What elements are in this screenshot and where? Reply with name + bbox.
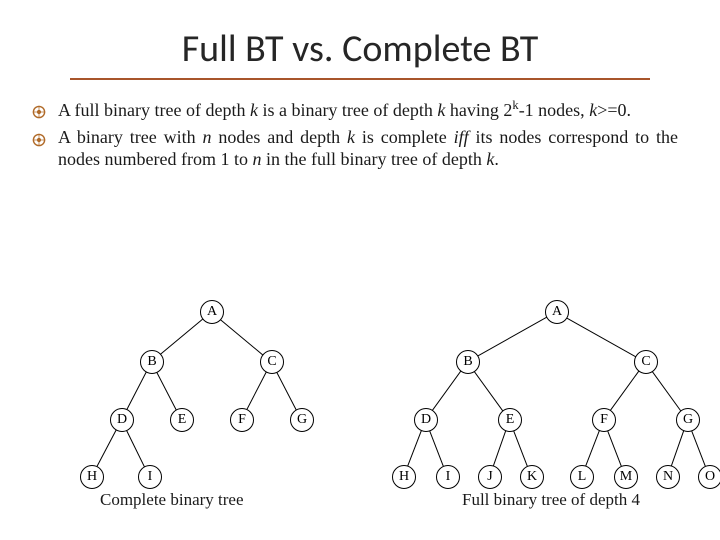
- bullet-text: A binary tree with n nodes and depth k i…: [58, 127, 678, 170]
- tree-caption: Complete binary tree: [100, 490, 244, 510]
- trees-area: ABCDEFGHIABCDEFGHIJKLMNOComplete binary …: [0, 300, 720, 540]
- tree-node: B: [456, 350, 480, 374]
- tree-node: D: [414, 408, 438, 432]
- tree-node: F: [592, 408, 616, 432]
- tree-node: G: [290, 408, 314, 432]
- bullet-icon: [32, 102, 46, 116]
- tree-node: M: [614, 465, 638, 489]
- tree-node: L: [570, 465, 594, 489]
- page-title: Full BT vs. Complete BT: [70, 0, 650, 80]
- tree-node: A: [200, 300, 224, 324]
- bullet-icon: [32, 130, 46, 144]
- tree-caption: Full binary tree of depth 4: [462, 490, 640, 510]
- tree-node: A: [545, 300, 569, 324]
- tree-node: N: [656, 465, 680, 489]
- tree-node: I: [138, 465, 162, 489]
- bullet-item: A binary tree with n nodes and depth k i…: [58, 126, 678, 171]
- bullet-item: A full binary tree of depth k is a binar…: [58, 98, 678, 122]
- tree-node: E: [498, 408, 522, 432]
- tree-node: H: [392, 465, 416, 489]
- tree-node: F: [230, 408, 254, 432]
- tree-node: C: [634, 350, 658, 374]
- tree-edge: [557, 312, 646, 363]
- tree-node: K: [520, 465, 544, 489]
- tree-node: I: [436, 465, 460, 489]
- tree-node: O: [698, 465, 720, 489]
- tree-edge: [468, 311, 557, 362]
- tree-node: E: [170, 408, 194, 432]
- bullet-text: A full binary tree of depth k is a binar…: [58, 100, 631, 120]
- body-text: A full binary tree of depth k is a binar…: [0, 98, 720, 171]
- tree-node: B: [140, 350, 164, 374]
- tree-node: D: [110, 408, 134, 432]
- tree-node: C: [260, 350, 284, 374]
- tree-node: J: [478, 465, 502, 489]
- tree-node: G: [676, 408, 700, 432]
- tree-node: H: [80, 465, 104, 489]
